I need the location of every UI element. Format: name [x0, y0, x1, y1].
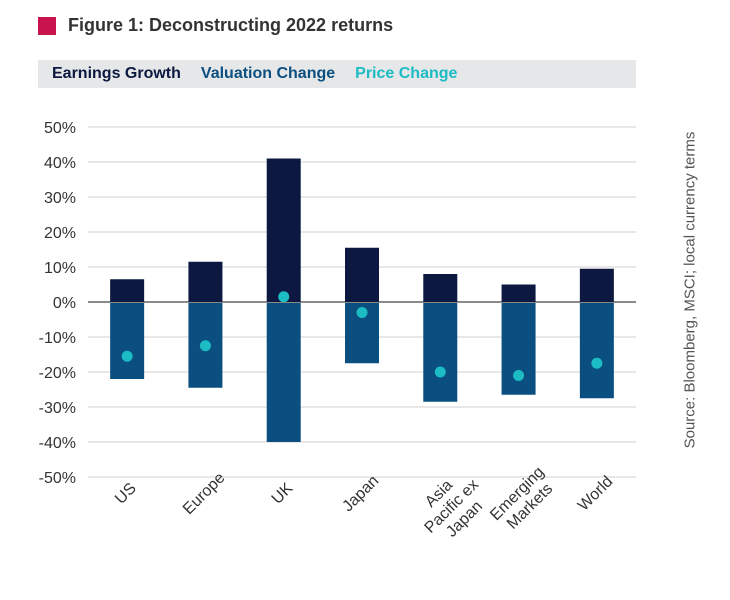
point-price-change [121, 350, 133, 362]
y-tick-label: 20% [44, 225, 76, 242]
x-tick-label-line: Japan [339, 472, 382, 515]
legend: Earnings Growth Valuation Change Price C… [38, 60, 636, 88]
point-price-change [356, 307, 368, 318]
x-tick-label: World [575, 473, 616, 514]
bar-earnings-growth [579, 268, 614, 302]
y-tick-label: 0% [53, 295, 76, 312]
bar-earnings-growth [423, 274, 458, 302]
bar-earnings-growth [501, 284, 536, 302]
bar-earnings-growth [110, 279, 145, 302]
bar-valuation-change [423, 303, 458, 402]
y-tick-label: -10% [39, 330, 76, 347]
title-marker [38, 16, 56, 35]
point-price-change [278, 291, 290, 303]
x-tick-label-line: US [112, 480, 140, 508]
bar-earnings-growth [188, 261, 223, 302]
figure-title: Figure 1: Deconstructing 2022 returns [38, 15, 393, 36]
y-tick-label: -40% [39, 435, 76, 452]
point-price-change [434, 366, 446, 378]
x-tick-label-line: World [575, 473, 616, 514]
point-price-change [199, 340, 211, 352]
x-tick-label-line: UK [269, 480, 297, 508]
x-tick-label: US [112, 480, 140, 508]
point-price-change [591, 357, 603, 369]
y-tick-label: 30% [44, 190, 76, 207]
bar-earnings-growth [266, 158, 301, 302]
x-tick-label: EmergingMarkets [487, 464, 560, 537]
bar-earnings-growth [345, 247, 379, 302]
y-tick-label: -20% [39, 365, 76, 382]
figure-title-text: Figure 1: Deconstructing 2022 returns [68, 15, 394, 35]
legend-price-change: Price Change [355, 65, 458, 82]
x-tick-label: AsiaPacific exJapan [409, 464, 495, 550]
source-note: Source: Bloomberg, MSCI; local currency … [681, 131, 699, 449]
x-tick-label: Japan [339, 472, 382, 515]
y-tick-label: -30% [39, 400, 76, 417]
legend-valuation-change: Valuation Change [200, 65, 336, 82]
x-tick-label: UK [269, 480, 297, 508]
bar-valuation-change [110, 303, 145, 379]
y-tick-label: 50% [44, 120, 76, 137]
y-tick-label: -50% [39, 470, 76, 487]
bar-valuation-change [266, 303, 301, 442]
y-tick-label: 10% [44, 260, 76, 277]
legend-earnings-growth: Earnings Growth [52, 65, 181, 82]
bar-valuation-change [579, 303, 614, 399]
point-price-change [513, 370, 525, 381]
y-tick-label: 40% [44, 155, 76, 172]
